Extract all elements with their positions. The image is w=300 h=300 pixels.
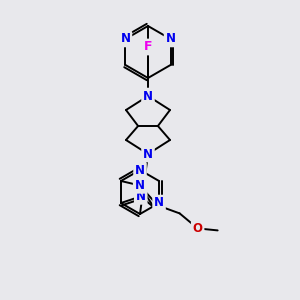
Text: N: N [154, 196, 164, 209]
Text: N: N [136, 190, 146, 203]
Text: N: N [121, 32, 130, 46]
Text: N: N [135, 164, 145, 176]
Text: O: O [193, 222, 202, 235]
Text: N: N [135, 179, 145, 192]
Text: N: N [166, 32, 176, 46]
Text: F: F [144, 40, 152, 53]
Text: N: N [143, 148, 153, 160]
Text: N: N [143, 89, 153, 103]
